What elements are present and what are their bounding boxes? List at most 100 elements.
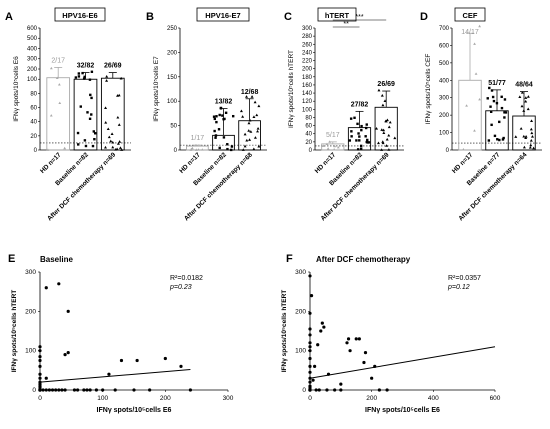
scatter-point [76, 388, 80, 392]
data-marker [231, 114, 235, 118]
data-marker [118, 146, 122, 149]
data-marker [109, 139, 113, 143]
data-marker [489, 105, 492, 108]
data-marker [487, 139, 491, 142]
y-tick-label: 100 [439, 131, 450, 137]
data-marker [81, 71, 84, 75]
data-marker [375, 127, 379, 130]
data-marker [253, 136, 257, 139]
data-marker [219, 107, 223, 110]
scatter-point [94, 388, 98, 392]
r-squared-label: R²=0.0357 [448, 275, 481, 282]
scatter-point [348, 349, 352, 353]
y-tick-label: 80 [305, 115, 312, 121]
data-marker [349, 117, 353, 120]
data-marker [218, 146, 221, 150]
bar [186, 145, 209, 151]
y-tick-label: 700 [439, 26, 450, 32]
bar [458, 79, 482, 151]
x-tick-label: 0 [38, 395, 42, 402]
responder-label: 32/82 [77, 63, 95, 70]
data-marker [79, 105, 82, 108]
scatter-point [320, 321, 324, 325]
scatter-point [325, 388, 329, 392]
data-marker [365, 123, 368, 126]
data-marker [250, 95, 254, 98]
data-marker [83, 75, 86, 79]
responder-label: 26/69 [377, 81, 395, 88]
data-marker [257, 104, 261, 108]
y-tick-label: 150 [167, 75, 178, 81]
y-tick-label: 400 [27, 46, 38, 52]
data-marker [218, 113, 221, 117]
data-marker [382, 131, 386, 134]
scatter-point [308, 380, 312, 384]
data-marker [194, 143, 198, 147]
data-marker [255, 113, 259, 117]
y-tick-label: 260 [302, 42, 313, 48]
data-marker [526, 107, 530, 111]
y-tick-label: 100 [302, 107, 313, 113]
data-marker [106, 127, 110, 131]
data-marker [367, 141, 371, 144]
data-marker [491, 95, 495, 99]
y-tick-label: 300 [439, 96, 450, 102]
scatter-point [101, 388, 105, 392]
data-marker [357, 132, 360, 135]
y-tick-label: 100 [167, 99, 178, 105]
scatter-point [308, 333, 312, 337]
y-tick-label: 0 [32, 387, 36, 394]
data-marker [387, 133, 391, 137]
data-marker [326, 147, 330, 150]
y-tick-label: 220 [302, 59, 313, 65]
data-marker [503, 98, 507, 101]
data-marker [385, 144, 389, 147]
data-marker [529, 143, 533, 147]
bar [100, 77, 125, 151]
scatter-point [339, 388, 343, 392]
data-marker [222, 117, 225, 121]
data-marker [381, 103, 385, 107]
data-marker [360, 124, 363, 128]
scatter-point [63, 388, 67, 392]
y-axis-label: IFNγ spots/10⁵cells E7 [153, 56, 160, 122]
y-tick-label: 200 [27, 67, 38, 73]
data-marker [520, 91, 524, 94]
data-marker [104, 121, 108, 124]
scatter-point [54, 388, 58, 392]
x-tick-label: 200 [366, 395, 377, 402]
category-label: HD n=17 [178, 151, 202, 175]
data-marker [74, 76, 78, 79]
y-tick-label: 200 [439, 113, 450, 119]
data-marker [253, 100, 257, 104]
data-marker [486, 97, 489, 100]
category-label: HD n=17 [314, 151, 338, 175]
data-marker [348, 139, 352, 142]
y-tick-label: 250 [167, 26, 178, 32]
data-marker [380, 148, 384, 151]
data-marker [325, 142, 329, 146]
panel-letter: B [146, 11, 154, 23]
scatter-point [345, 341, 349, 345]
data-marker [88, 117, 92, 120]
data-marker [116, 94, 120, 97]
data-marker [532, 146, 536, 150]
scatter-point [346, 337, 351, 341]
data-marker [217, 128, 221, 131]
scatter-point [308, 364, 312, 368]
y-tick-label: 0 [174, 148, 178, 154]
responder-label: 1/17 [191, 135, 205, 142]
data-marker [103, 145, 107, 149]
x-axis-label: IFNγ spots/10⁵cells E6 [365, 407, 440, 414]
data-marker [492, 99, 496, 103]
data-marker [77, 75, 81, 78]
panel-a: A HPV16-E6 0 20 40 60 80 100 200 300 400 500 600 IFNγ… [5, 7, 131, 222]
data-marker [105, 74, 109, 78]
data-marker [522, 134, 526, 138]
y-tick-label: 120 [302, 99, 313, 105]
data-marker [194, 148, 198, 151]
data-marker [91, 144, 95, 148]
data-marker [84, 144, 88, 148]
